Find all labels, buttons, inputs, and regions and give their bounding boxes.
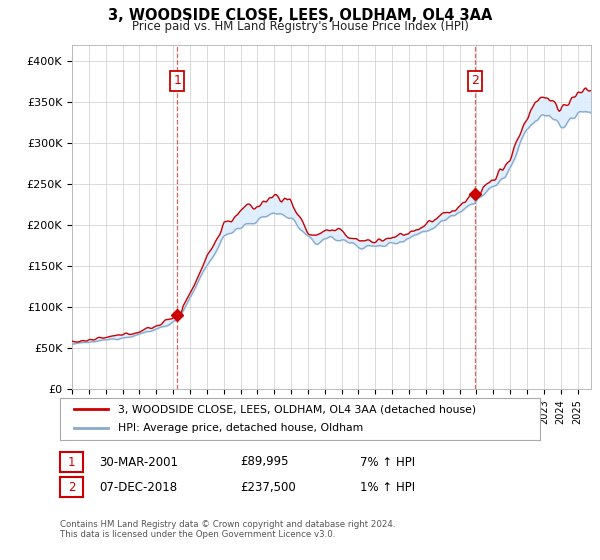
- Text: 30-MAR-2001: 30-MAR-2001: [99, 455, 178, 469]
- Text: 1% ↑ HPI: 1% ↑ HPI: [360, 480, 415, 494]
- Text: £237,500: £237,500: [240, 480, 296, 494]
- Text: HPI: Average price, detached house, Oldham: HPI: Average price, detached house, Oldh…: [118, 423, 363, 433]
- Text: 07-DEC-2018: 07-DEC-2018: [99, 480, 177, 494]
- Text: 1: 1: [173, 74, 181, 87]
- Text: Price paid vs. HM Land Registry's House Price Index (HPI): Price paid vs. HM Land Registry's House …: [131, 20, 469, 32]
- Text: 7% ↑ HPI: 7% ↑ HPI: [360, 455, 415, 469]
- Text: Contains HM Land Registry data © Crown copyright and database right 2024.: Contains HM Land Registry data © Crown c…: [60, 520, 395, 529]
- Text: 3, WOODSIDE CLOSE, LEES, OLDHAM, OL4 3AA: 3, WOODSIDE CLOSE, LEES, OLDHAM, OL4 3AA: [108, 8, 492, 24]
- Text: 2: 2: [68, 480, 75, 494]
- Text: 2: 2: [471, 74, 479, 87]
- Text: 1: 1: [68, 455, 75, 469]
- Text: 3, WOODSIDE CLOSE, LEES, OLDHAM, OL4 3AA (detached house): 3, WOODSIDE CLOSE, LEES, OLDHAM, OL4 3AA…: [118, 404, 476, 414]
- Text: This data is licensed under the Open Government Licence v3.0.: This data is licensed under the Open Gov…: [60, 530, 335, 539]
- Text: £89,995: £89,995: [240, 455, 289, 469]
